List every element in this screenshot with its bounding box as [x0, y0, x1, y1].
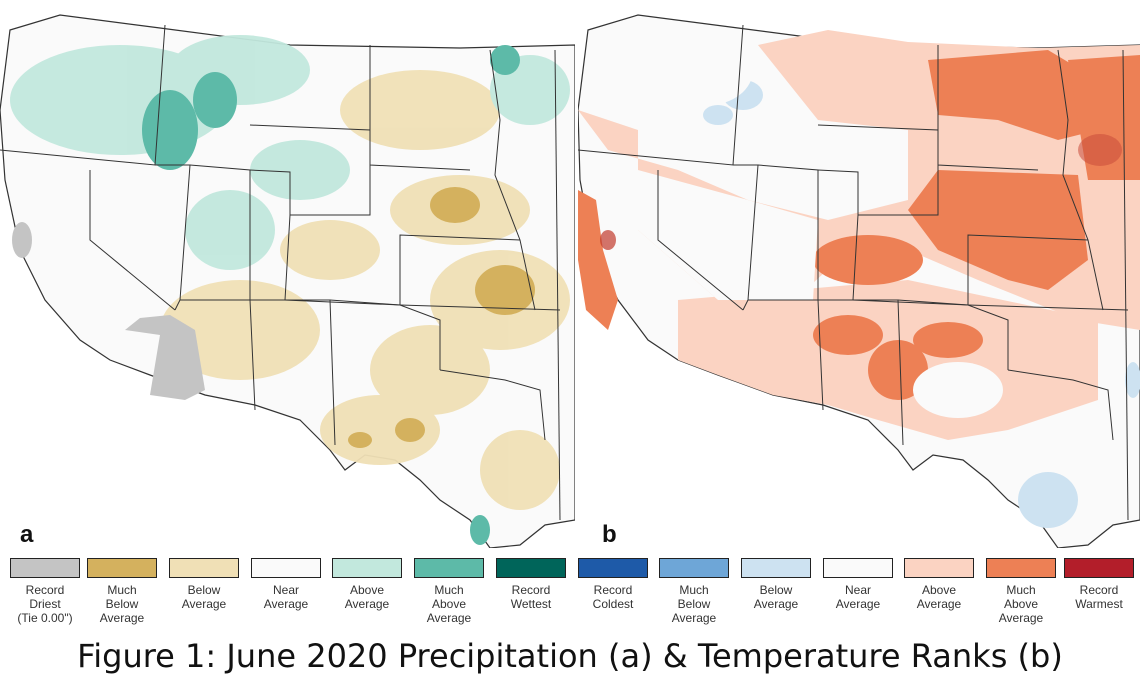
legend-much-below-temp: Much Below Average	[658, 558, 730, 625]
legend-swatch	[741, 558, 811, 578]
legend-record-warmest: Record Warmest	[1063, 558, 1135, 611]
legend-swatch	[332, 558, 402, 578]
legend-much-below-precip: Much Below Average	[86, 558, 158, 625]
legend-above-temp: Above Average	[903, 558, 975, 611]
legend-much-above-precip: Much Above Average	[413, 558, 485, 625]
legend-label: Above Average	[916, 583, 962, 611]
legend-much-above-temp: Much Above Average	[985, 558, 1057, 625]
legend-label: Record Driest (Tie 0.00")	[17, 583, 73, 625]
legend-label: Much Below Average	[671, 583, 717, 625]
legend-record-wettest: Record Wettest	[495, 558, 567, 611]
legend-label: Near Average	[263, 583, 309, 611]
legend: Record Driest (Tie 0.00") Much Below Ave…	[0, 558, 1140, 632]
legend-swatch	[659, 558, 729, 578]
legend-label: Much Above Average	[998, 583, 1044, 625]
legend-record-driest: Record Driest (Tie 0.00")	[9, 558, 81, 625]
legend-label: Below Average	[181, 583, 227, 611]
legend-below-temp: Below Average	[740, 558, 812, 611]
legend-swatch	[251, 558, 321, 578]
legend-swatch	[496, 558, 566, 578]
legend-label: Above Average	[344, 583, 390, 611]
legend-label: Much Below Average	[99, 583, 145, 625]
legend-swatch	[904, 558, 974, 578]
legend-label: Record Coldest	[592, 583, 634, 611]
legend-record-coldest: Record Coldest	[577, 558, 649, 611]
legend-swatch	[87, 558, 157, 578]
legend-below-precip: Below Average	[168, 558, 240, 611]
legend-label: Near Average	[835, 583, 881, 611]
legend-label: Record Warmest	[1075, 583, 1123, 611]
legend-swatch	[169, 558, 239, 578]
legend-swatch	[1064, 558, 1134, 578]
figure-caption: Figure 1: June 2020 Precipitation (a) & …	[77, 637, 1063, 675]
legend-near-precip: Near Average	[250, 558, 322, 611]
legend-swatch	[823, 558, 893, 578]
precipitation-map	[0, 0, 575, 548]
legend-label: Much Above Average	[426, 583, 472, 625]
panel-label-b: b	[602, 521, 617, 548]
legend-swatch	[986, 558, 1056, 578]
legend-swatch	[10, 558, 80, 578]
legend-label: Record Wettest	[510, 583, 552, 611]
legend-near-temp: Near Average	[822, 558, 894, 611]
legend-above-precip: Above Average	[331, 558, 403, 611]
legend-swatch	[414, 558, 484, 578]
legend-label: Below Average	[753, 583, 799, 611]
panel-label-a: a	[20, 521, 34, 548]
legend-swatch	[578, 558, 648, 578]
temperature-map	[578, 0, 1140, 548]
